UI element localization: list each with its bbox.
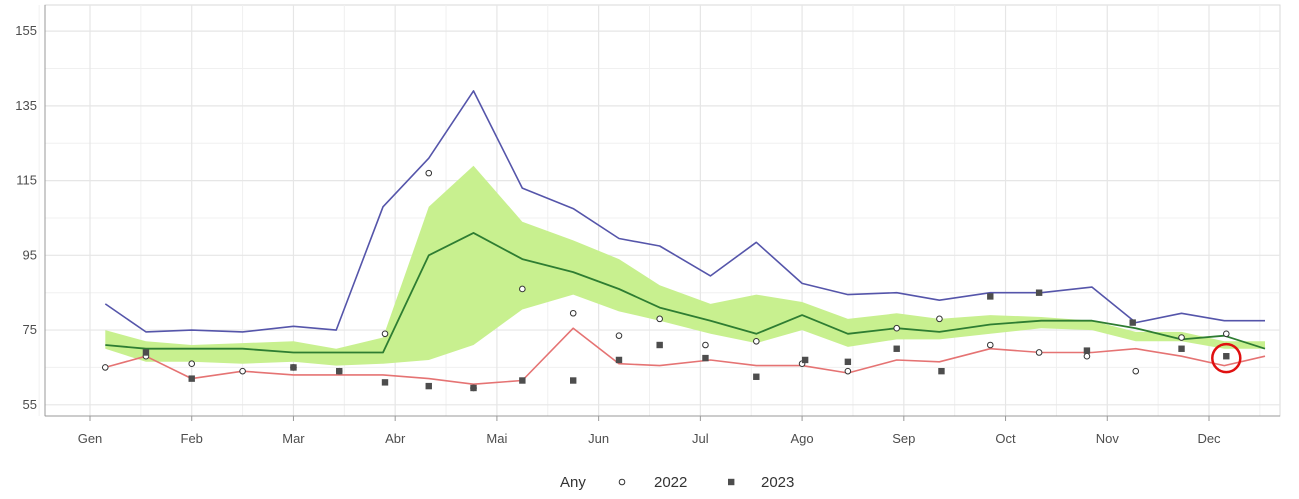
point-2023	[844, 358, 852, 366]
x-tick-label: Dec	[1197, 431, 1221, 446]
median-line	[105, 231, 1266, 354]
y-tick-label: 135	[15, 98, 37, 113]
point-2023	[656, 341, 663, 349]
point-2023	[470, 384, 477, 392]
upper-line	[104, 90, 1265, 333]
point-2023	[519, 377, 526, 384]
point-2022	[569, 309, 577, 317]
point-2022	[702, 341, 709, 349]
point-2023	[893, 345, 900, 352]
x-tick-label: Oct	[995, 431, 1016, 446]
point-2023	[702, 354, 709, 362]
point-2023	[615, 356, 623, 364]
y-tick-label: 155	[15, 23, 37, 38]
x-tick-label: Mai	[486, 431, 507, 446]
point-2022	[519, 285, 526, 293]
point-2023	[938, 367, 945, 375]
point-2022	[936, 315, 943, 323]
data-points	[101, 169, 1230, 392]
legend-marker-2022	[618, 478, 626, 486]
point-2023	[1083, 347, 1091, 354]
y-tick-label: 55	[23, 397, 37, 412]
point-2022	[1083, 352, 1091, 360]
legend-label-2022: 2022	[654, 474, 687, 491]
point-2022	[188, 360, 196, 367]
point-2023	[1035, 289, 1043, 296]
x-tick-label: Jul	[692, 431, 709, 446]
point-2023	[753, 373, 760, 380]
legend: Any 2022 2023	[560, 474, 794, 491]
point-2023	[290, 364, 297, 371]
x-tick-label: Abr	[385, 431, 406, 446]
point-2022	[425, 169, 433, 177]
y-tick-label: 75	[23, 322, 37, 337]
point-2022	[615, 332, 623, 339]
highlight-circle	[1211, 342, 1242, 374]
point-2022	[239, 367, 246, 375]
point-2022	[1222, 330, 1230, 338]
point-2023	[336, 367, 343, 375]
point-2022	[893, 324, 900, 332]
point-2022	[1035, 349, 1043, 356]
point-2023	[570, 377, 577, 384]
x-tick-label: Nov	[1096, 431, 1120, 446]
point-2023	[1223, 353, 1230, 360]
point-2023	[1129, 319, 1136, 326]
y-tick-label: 95	[23, 247, 37, 262]
point-2022	[986, 341, 994, 349]
percentile-band	[105, 165, 1265, 366]
point-2023	[142, 349, 150, 356]
x-tick-label: Feb	[181, 431, 203, 446]
interval-band	[105, 165, 1265, 366]
x-tick-label: Mar	[282, 431, 305, 446]
x-tick-label: Gen	[78, 431, 103, 446]
point-2023	[381, 379, 389, 386]
point-2023	[1178, 345, 1185, 352]
legend-title: Any	[560, 474, 586, 491]
highlight-layer	[1211, 342, 1242, 374]
x-tick-label: Jun	[588, 431, 609, 446]
point-2022	[844, 367, 852, 375]
point-2022	[753, 337, 760, 345]
point-2022	[656, 315, 663, 323]
point-2022	[1178, 334, 1185, 341]
x-tick-label: Ago	[791, 431, 814, 446]
point-2023	[801, 356, 809, 364]
point-2023	[425, 382, 432, 390]
axes: 55 75 95 115 135 155 Gen Feb Mar Abr Mai Jun Jul Ago S…	[15, 5, 1280, 446]
point-2022	[1132, 367, 1140, 375]
x-tick-label: Sep	[892, 431, 915, 446]
lower-line	[105, 327, 1266, 386]
point-2023	[188, 375, 195, 382]
point-2022	[381, 330, 389, 338]
series-lines	[104, 90, 1266, 386]
y-tick-label: 115	[16, 173, 37, 188]
legend-label-2023: 2023	[761, 474, 794, 491]
point-2023	[987, 293, 994, 300]
legend-marker-2023	[728, 478, 735, 486]
point-2022	[101, 364, 109, 371]
